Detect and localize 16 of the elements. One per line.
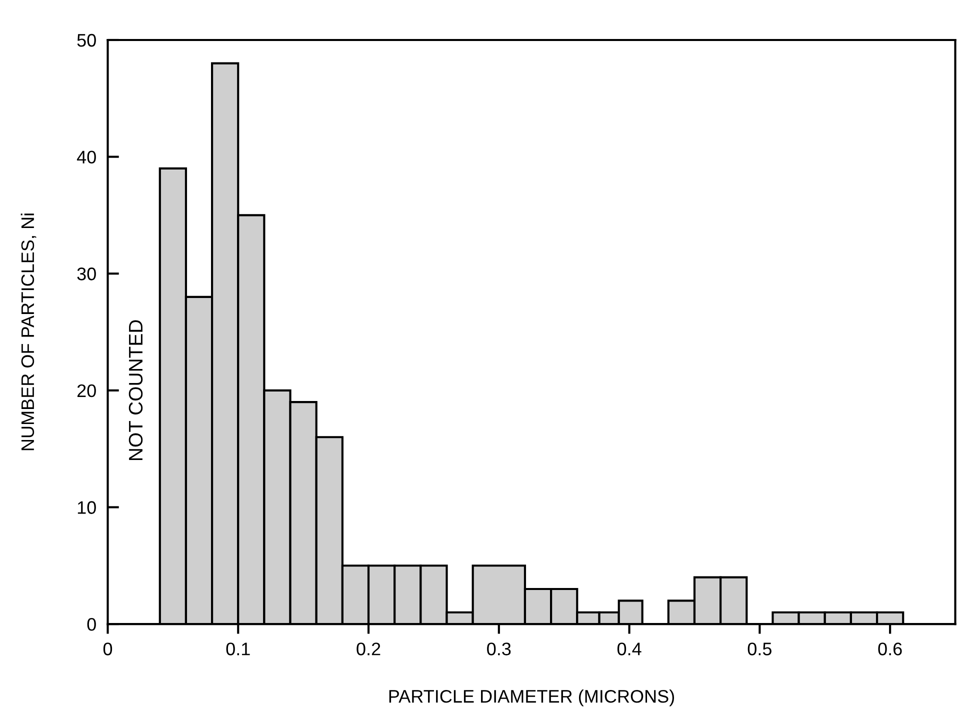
- y-tick-label: 0: [87, 618, 96, 631]
- x-tick-label: 0: [103, 642, 112, 656]
- x-tick-label: 0.3: [487, 642, 511, 656]
- x-tick-label: 0.1: [226, 642, 250, 656]
- x-tick-label: 0.4: [617, 642, 642, 656]
- annotation: NOT COUNTED: [128, 320, 143, 460]
- y-tick-label: 10: [78, 501, 96, 514]
- y-tick-label: 30: [77, 268, 96, 280]
- y-tick-label: 40: [76, 150, 96, 164]
- y-axis-title: NUMBER OF PARTICLES, Ni: [20, 214, 36, 450]
- y-tick-label: 50: [77, 34, 96, 47]
- y-tick-label: 20: [77, 384, 96, 398]
- x-tick-label: 0.2: [356, 642, 380, 656]
- x-tick-label: 0.6: [878, 642, 902, 656]
- x-axis-title: PARTICLE DIAMETER (MICRONS): [389, 689, 674, 706]
- x-tick-label: 0.5: [748, 642, 772, 656]
